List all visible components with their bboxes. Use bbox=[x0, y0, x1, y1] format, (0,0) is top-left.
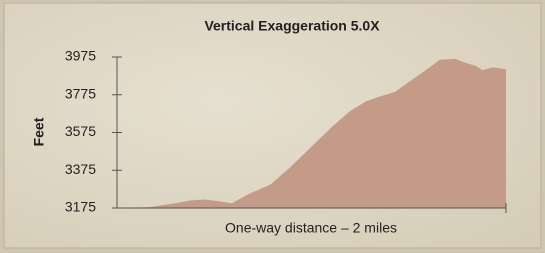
y-tick-label: 3375 bbox=[65, 161, 96, 177]
x-axis-label: One-way distance – 2 miles bbox=[225, 220, 397, 236]
y-tick-label: 3175 bbox=[65, 199, 96, 215]
y-tick-label: 3775 bbox=[65, 85, 96, 101]
chart: Vertical Exaggeration 5.0X One-way dista… bbox=[0, 0, 545, 253]
y-tick-label: 3575 bbox=[65, 123, 96, 139]
y-tick-label: 3975 bbox=[65, 48, 96, 64]
y-axis-label: Feet bbox=[31, 117, 47, 146]
chart-title: Vertical Exaggeration 5.0X bbox=[204, 18, 380, 34]
